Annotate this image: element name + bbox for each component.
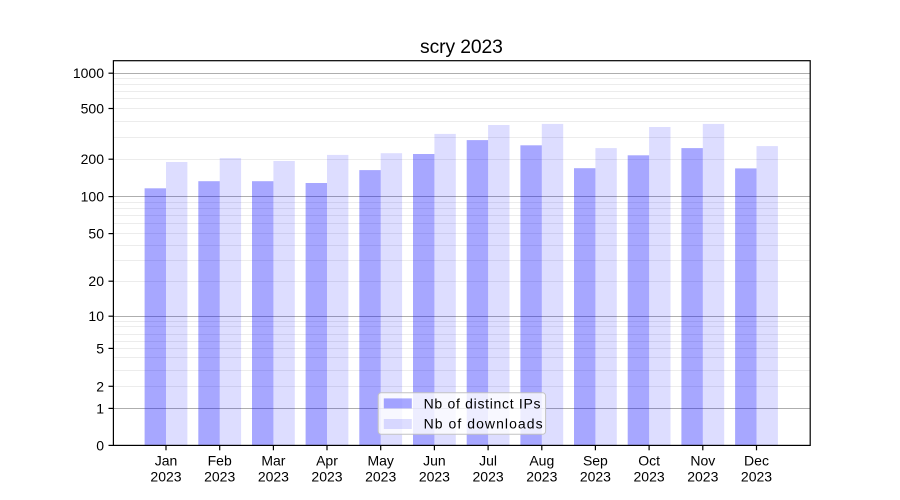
svg-text:20: 20	[88, 273, 104, 289]
svg-text:Jul: Jul	[479, 452, 497, 468]
svg-text:Aug: Aug	[529, 452, 554, 468]
svg-text:Dec: Dec	[744, 452, 769, 468]
svg-text:Apr: Apr	[316, 452, 338, 468]
svg-text:Nb of distinct IPs: Nb of distinct IPs	[424, 396, 542, 412]
svg-text:2023: 2023	[473, 469, 504, 485]
svg-text:2023: 2023	[687, 469, 718, 485]
svg-text:2023: 2023	[580, 469, 611, 485]
svg-text:Jun: Jun	[423, 452, 446, 468]
svg-text:Sep: Sep	[583, 452, 608, 468]
svg-text:200: 200	[81, 151, 105, 167]
svg-text:Oct: Oct	[638, 452, 660, 468]
svg-text:2023: 2023	[419, 469, 450, 485]
svg-text:2023: 2023	[634, 469, 665, 485]
svg-text:Nb of downloads: Nb of downloads	[424, 416, 544, 432]
svg-text:2: 2	[96, 378, 104, 394]
svg-text:10: 10	[88, 308, 104, 324]
svg-text:2023: 2023	[526, 469, 557, 485]
svg-text:May: May	[367, 452, 393, 468]
svg-text:2023: 2023	[365, 469, 396, 485]
svg-text:1000: 1000	[73, 65, 104, 81]
svg-text:Feb: Feb	[208, 452, 232, 468]
svg-text:2023: 2023	[204, 469, 235, 485]
svg-text:Nov: Nov	[690, 452, 715, 468]
svg-text:Jan: Jan	[155, 452, 178, 468]
svg-text:Mar: Mar	[261, 452, 285, 468]
svg-text:2023: 2023	[258, 469, 289, 485]
svg-text:50: 50	[88, 226, 104, 242]
svg-text:500: 500	[81, 101, 105, 117]
svg-text:2023: 2023	[150, 469, 181, 485]
svg-text:0: 0	[96, 437, 104, 453]
svg-text:100: 100	[81, 189, 105, 205]
svg-text:2023: 2023	[741, 469, 772, 485]
svg-text:5: 5	[96, 340, 104, 356]
svg-text:scry 2023: scry 2023	[420, 37, 503, 58]
svg-text:1: 1	[96, 400, 104, 416]
svg-text:2023: 2023	[311, 469, 342, 485]
